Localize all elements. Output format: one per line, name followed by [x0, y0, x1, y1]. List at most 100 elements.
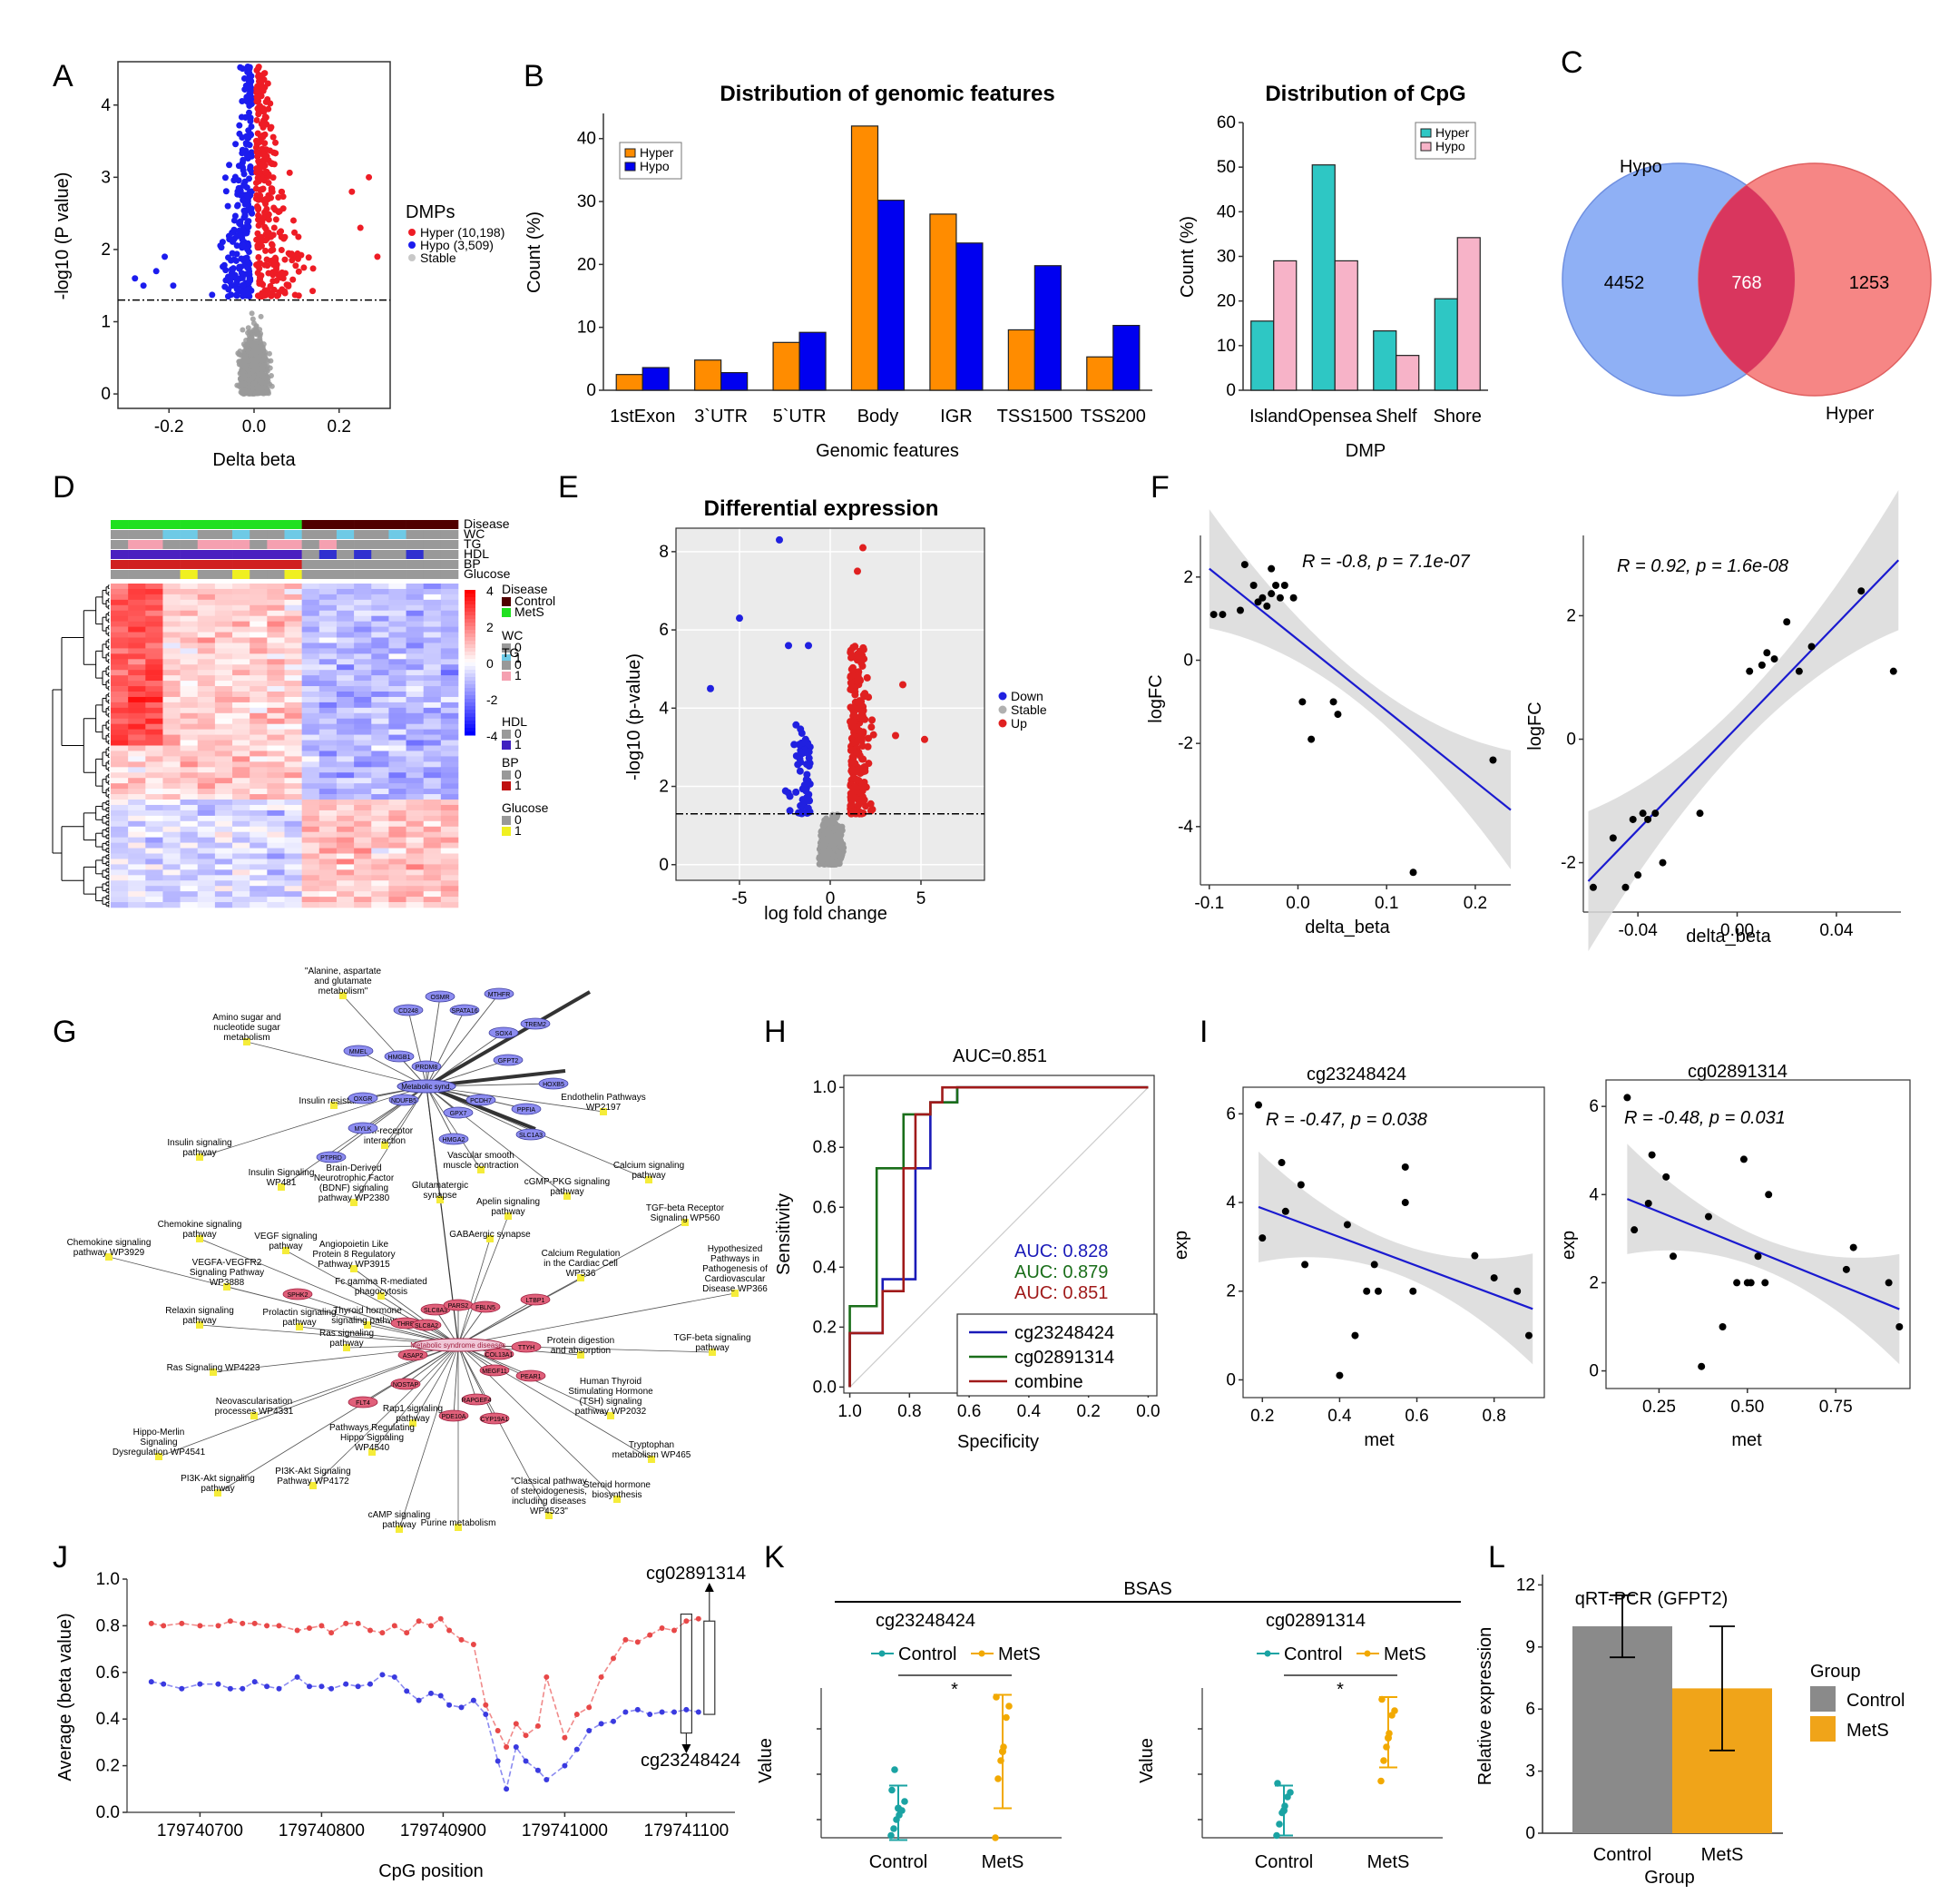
- pathway-label: Rap1 signaling pathway: [383, 1404, 443, 1424]
- heatmap-cell: [423, 751, 442, 757]
- down-point: [785, 642, 792, 650]
- beta-point: [671, 1709, 677, 1715]
- gene-label: TREM2: [524, 1022, 546, 1028]
- pathway-label: Ras Signaling WP4223: [167, 1363, 260, 1373]
- heatmap-cell: [214, 604, 233, 612]
- network-edge: [297, 1293, 459, 1346]
- heatmap-cell: [388, 594, 406, 601]
- beta-point: [573, 1712, 580, 1718]
- heatmap-cell: [162, 621, 181, 627]
- heatmap-cell: [406, 675, 424, 682]
- pathway-node: [577, 1274, 584, 1281]
- pathway-node: [223, 1283, 230, 1291]
- heatmap-cell: [180, 859, 199, 865]
- heatmap-cell: [440, 681, 459, 687]
- heatmap-cell: [284, 599, 302, 606]
- heatmap-cell: [423, 643, 442, 649]
- beta-point: [294, 1627, 300, 1634]
- gene-node-red: [397, 1349, 428, 1361]
- heatmap-cell: [440, 626, 459, 633]
- heatmap-cell: [214, 637, 233, 643]
- pathway-label: PI3K-Akt Signaling Pathway WP4172: [275, 1467, 350, 1487]
- heatmap-cell: [318, 869, 338, 876]
- network-edge-thick: [425, 990, 592, 1088]
- heatmap-cell: [267, 692, 285, 698]
- panel-label: E: [558, 470, 579, 505]
- heatmap-cell: [318, 729, 338, 735]
- data-point: [1648, 1151, 1656, 1159]
- down-point: [790, 741, 798, 749]
- heatmap-cell: [128, 653, 146, 660]
- heatmap-cell: [111, 848, 129, 854]
- colorbar-cell: [465, 648, 475, 653]
- heatmap-cell: [145, 794, 163, 800]
- y-tick-label: 0: [1226, 381, 1236, 400]
- chart-title: cg02891314: [1688, 1062, 1787, 1082]
- x-tick-label: 0.04: [1819, 921, 1853, 940]
- gene-label: MYLK: [354, 1126, 371, 1133]
- network-edge: [457, 1299, 536, 1346]
- stable-point: [839, 840, 847, 848]
- heatmap-cell: [388, 584, 406, 590]
- stable-point: [250, 375, 256, 381]
- heatmap-cell: [214, 626, 233, 633]
- heatmap-cell: [250, 815, 268, 822]
- heatmap-cell: [232, 891, 250, 898]
- category-label: Opensea: [1298, 407, 1373, 427]
- heatmap-cell: [111, 842, 129, 849]
- heatmap-cell: [232, 826, 250, 832]
- heatmap-cell: [284, 594, 302, 601]
- heatmap-cell: [232, 670, 250, 676]
- annotation-cell: [336, 520, 355, 529]
- pathway-node: [709, 1349, 716, 1356]
- heatmap-cell: [267, 696, 285, 703]
- heatmap-cell: [145, 804, 163, 811]
- network-edge: [412, 1344, 459, 1424]
- heatmap-cell: [301, 621, 320, 627]
- up-point: [848, 663, 857, 672]
- heatmap-cell: [214, 664, 233, 671]
- x-axis-label: met: [1364, 1430, 1395, 1450]
- data-point: [1662, 1173, 1670, 1181]
- heatmap-cell: [388, 869, 406, 876]
- pathway-label: Human Thyroid Stimulating Hormone (TSH) si…: [568, 1377, 653, 1417]
- gene-node-blue: [443, 1106, 474, 1119]
- stable-point: [240, 327, 246, 333]
- beta-point: [446, 1702, 453, 1708]
- heatmap-cell: [111, 902, 129, 908]
- heatmap-cell: [284, 648, 302, 654]
- stable-point: [244, 343, 250, 349]
- stable-point: [824, 853, 831, 860]
- track-label: WC: [464, 526, 485, 541]
- stable-point: [260, 371, 266, 378]
- heatmap-cell: [284, 718, 302, 724]
- heatmap-cell: [250, 653, 268, 660]
- heatmap-cell: [111, 653, 129, 660]
- heatmap-cell: [440, 767, 459, 773]
- pathway-node: [577, 1351, 584, 1359]
- annotation-cell: [128, 530, 146, 539]
- data-point: [1704, 1212, 1712, 1221]
- heatmap-cell: [128, 853, 146, 859]
- heatmap-cell: [406, 745, 424, 751]
- heatmap-cell: [423, 864, 442, 870]
- heatmap-cell: [354, 897, 372, 903]
- legend-swatch: [502, 741, 511, 750]
- x-tick-label: 0.25: [1642, 1398, 1676, 1417]
- heatmap-cell: [180, 864, 199, 870]
- up-point: [858, 755, 867, 763]
- legend-item: Stable: [1011, 702, 1047, 717]
- category-label: 3`UTR: [694, 407, 748, 427]
- heatmap-cell: [354, 756, 372, 762]
- hyper-point: [257, 103, 264, 110]
- heatmap-cell: [406, 772, 424, 779]
- data-point: [1644, 815, 1652, 823]
- heatmap-cell: [111, 702, 129, 709]
- heatmap-cell: [197, 831, 216, 838]
- heatmap-cell: [284, 800, 302, 806]
- heatmap-cell: [440, 648, 459, 654]
- heatmap-cell: [267, 604, 285, 612]
- bar-hyper: [1311, 164, 1336, 391]
